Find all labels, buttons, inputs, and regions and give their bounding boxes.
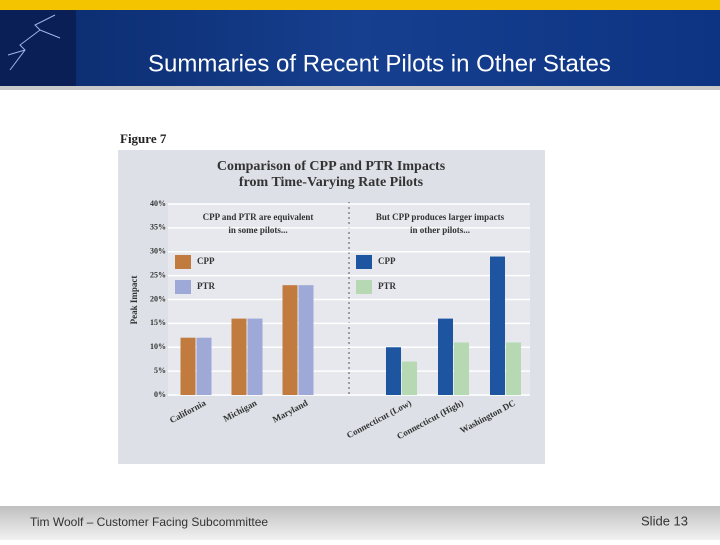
bar xyxy=(490,256,505,395)
bar xyxy=(402,361,417,395)
y-tick-label: 5% xyxy=(154,366,166,375)
bar xyxy=(506,342,521,395)
bar xyxy=(386,347,401,395)
legend-label: PTR xyxy=(197,281,216,291)
annotation: in some pilots... xyxy=(228,225,287,235)
header-stripe xyxy=(0,0,720,10)
bar xyxy=(298,285,314,395)
bar xyxy=(180,337,196,395)
legend-label: PTR xyxy=(378,281,397,291)
bar xyxy=(438,318,453,395)
lightning xyxy=(7,14,61,71)
chart-title: from Time-Varying Rate Pilots xyxy=(239,175,424,190)
chart-title: Comparison of CPP and PTR Impacts xyxy=(217,159,446,174)
bar xyxy=(454,342,469,395)
y-tick-label: 10% xyxy=(150,342,166,351)
legend-swatch xyxy=(356,255,372,269)
y-tick-label: 15% xyxy=(150,318,166,327)
legend-swatch xyxy=(356,280,372,294)
y-tick-label: 35% xyxy=(150,223,166,232)
bar xyxy=(196,337,212,395)
annotation: in other pilots... xyxy=(410,225,470,235)
header-image xyxy=(0,10,76,86)
annotation: CPP and PTR are equivalent xyxy=(203,212,314,222)
legend-label: CPP xyxy=(197,256,215,266)
header-rule xyxy=(0,86,720,90)
figure-label: Figure 7 xyxy=(120,131,167,146)
legend-swatch xyxy=(175,280,191,294)
y-tick-label: 20% xyxy=(150,294,166,303)
annotation: But CPP produces larger impacts xyxy=(376,212,505,222)
slide-title: Summaries of Recent Pilots in Other Stat… xyxy=(148,50,611,77)
bar xyxy=(282,285,298,395)
footer-text: Tim Woolf – Customer Facing Subcommittee xyxy=(30,515,268,529)
bar xyxy=(231,318,247,395)
y-tick-label: 40% xyxy=(150,199,166,208)
bar xyxy=(247,318,263,395)
y-tick-label: 0% xyxy=(154,390,166,399)
y-axis-label: Peak Impact xyxy=(129,276,139,325)
y-tick-label: 30% xyxy=(150,247,166,256)
y-tick-label: 25% xyxy=(150,270,166,279)
legend-label: CPP xyxy=(378,256,396,266)
footer-bar xyxy=(0,506,720,540)
legend-swatch xyxy=(175,255,191,269)
header-bar xyxy=(0,0,720,86)
slide-number: Slide 13 xyxy=(641,513,688,528)
